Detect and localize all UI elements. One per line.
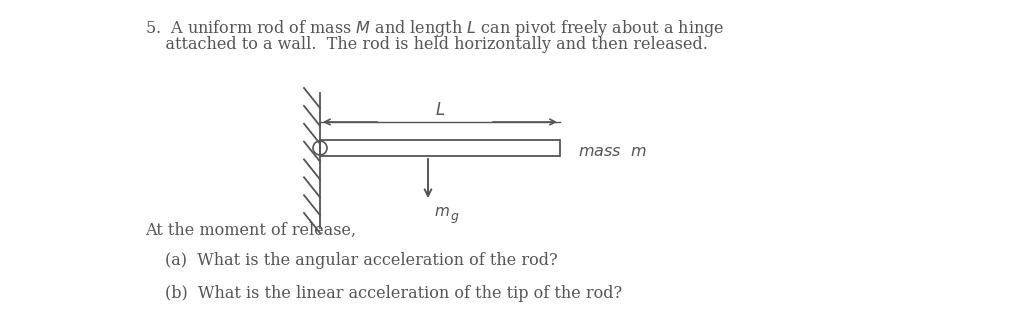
Text: At the moment of release,: At the moment of release, [145, 222, 356, 239]
Text: $L$: $L$ [435, 102, 445, 119]
Text: (a)  What is the angular acceleration of the rod?: (a) What is the angular acceleration of … [165, 252, 558, 269]
Text: $g$: $g$ [450, 211, 460, 225]
Text: 5.  A uniform rod of mass $M$ and length $L$ can pivot freely about a hinge: 5. A uniform rod of mass $M$ and length … [145, 18, 724, 39]
Text: attached to a wall.  The rod is held horizontally and then released.: attached to a wall. The rod is held hori… [145, 36, 708, 53]
Text: (b)  What is the linear acceleration of the tip of the rod?: (b) What is the linear acceleration of t… [165, 285, 623, 302]
Text: $m$: $m$ [434, 205, 450, 219]
Text: $mass \ \ m$: $mass \ \ m$ [578, 143, 647, 159]
